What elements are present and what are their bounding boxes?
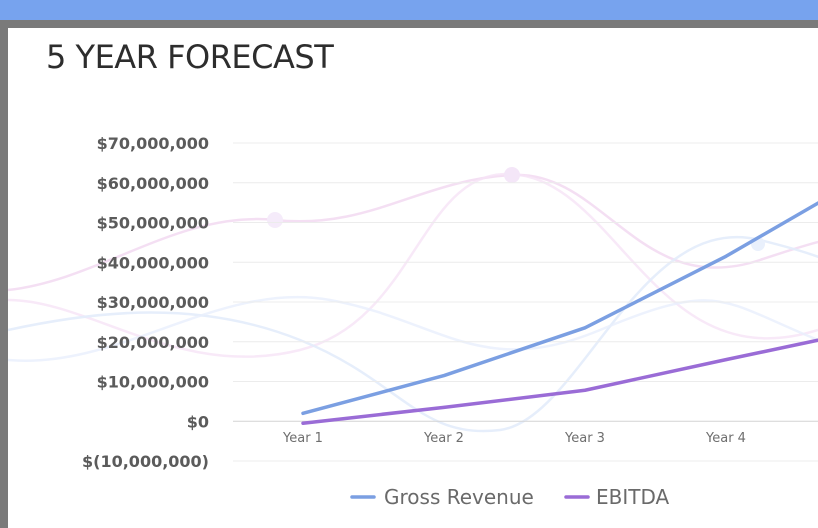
y-tick-label-3: $40,000,000: [97, 253, 209, 272]
x-tick-label-1: Year 2: [423, 431, 464, 446]
y-tick-label-7: $0: [187, 412, 209, 431]
x-axis-labels: Year 1 Year 2 Year 3 Year 4: [282, 431, 746, 446]
page-title: 5 YEAR FORECAST: [46, 38, 334, 76]
y-tick-label-0: $70,000,000: [97, 134, 209, 153]
data-point-gross-revenue-2[interactable]: [583, 326, 587, 330]
data-point-ebitda-1[interactable]: [442, 405, 446, 409]
background-waves: [8, 167, 818, 433]
y-tick-label-1: $60,000,000: [97, 174, 209, 193]
data-point-ebitda-0[interactable]: [301, 421, 305, 425]
series-line-gross-revenue[interactable]: [301, 175, 818, 416]
gridlines: [233, 142, 818, 462]
series-lines: [301, 175, 818, 425]
legend-label-gross-revenue[interactable]: Gross Revenue: [384, 485, 534, 509]
legend-label-ebitda[interactable]: EBITDA: [596, 485, 670, 509]
y-tick-label-5: $20,000,000: [97, 333, 209, 352]
x-tick-label-2: Year 3: [564, 431, 605, 446]
data-point-gross-revenue-0[interactable]: [301, 411, 305, 415]
data-point-gross-revenue-1[interactable]: [442, 374, 446, 378]
top-banner-shadow: [0, 20, 818, 28]
data-point-ebitda-3[interactable]: [724, 358, 728, 362]
y-tick-label-8: $(10,000,000): [82, 452, 209, 471]
bg-dot-1: [267, 212, 283, 228]
bg-wave-blue-2: [8, 295, 818, 363]
y-tick-label-4: $30,000,000: [97, 293, 209, 312]
x-tick-label-3: Year 4: [705, 431, 746, 446]
top-banner: [0, 0, 818, 22]
bg-wave-pink-2: [8, 172, 818, 358]
legend: Gross Revenue EBITDA: [350, 485, 670, 509]
left-frame-edge: [0, 20, 8, 528]
bg-dot-2: [504, 167, 520, 183]
data-point-gross-revenue-3[interactable]: [724, 254, 728, 258]
y-tick-label-2: $50,000,000: [97, 214, 209, 233]
data-point-ebitda-2[interactable]: [583, 388, 587, 392]
y-tick-label-6: $10,000,000: [97, 373, 209, 392]
x-tick-label-0: Year 1: [282, 431, 323, 446]
y-axis-labels: $70,000,000 $60,000,000 $50,000,000 $40,000…: [82, 134, 209, 471]
